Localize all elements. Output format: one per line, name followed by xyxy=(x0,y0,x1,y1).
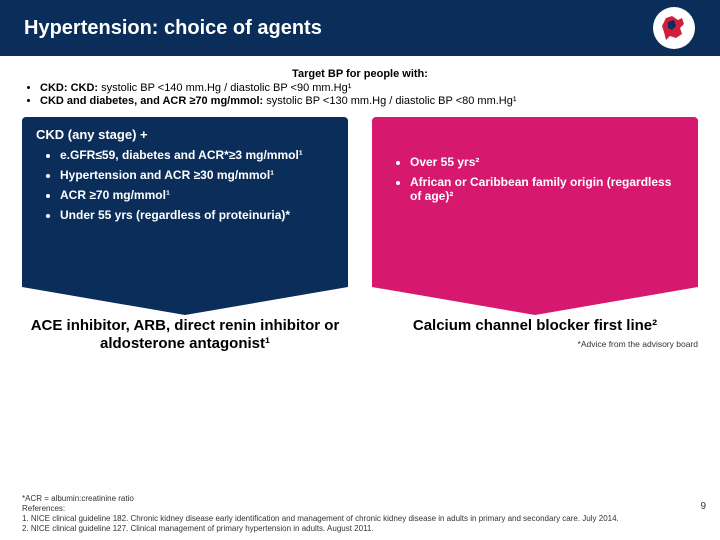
target-item: CKD and diabetes, and ACR ≥70 mg/mmol: s… xyxy=(40,95,698,107)
references-label: References: xyxy=(22,504,698,514)
left-column: CKD (any stage) + e.GFR≤59, diabetes and… xyxy=(22,117,348,353)
slide-title: Hypertension: choice of agents xyxy=(24,17,322,40)
right-bullet-list: Over 55 yrs² African or Caribbean family… xyxy=(410,155,684,203)
list-item: Over 55 yrs² xyxy=(410,155,684,169)
slide-number: 9 xyxy=(700,501,706,512)
target-item: CKD: CKD: systolic BP <140 mm.Hg / diast… xyxy=(40,82,698,94)
chevron-down-icon xyxy=(372,287,698,315)
brs-logo xyxy=(646,6,702,50)
right-column: Over 55 yrs² African or Caribbean family… xyxy=(372,117,698,353)
right-criteria-box: Over 55 yrs² African or Caribbean family… xyxy=(372,117,698,287)
acr-definition: *ACR = albumin:creatinine ratio xyxy=(22,494,698,504)
chevron-down-icon xyxy=(22,287,348,315)
list-item: African or Caribbean family origin (rega… xyxy=(410,175,684,203)
list-item: Under 55 yrs (regardless of proteinuria)… xyxy=(60,208,334,222)
slide-header: Hypertension: choice of agents xyxy=(0,0,720,56)
target-bp-section: Target BP for people with: CKD: CKD: sys… xyxy=(22,68,698,107)
left-recommendation: ACE inhibitor, ARB, direct renin inhibit… xyxy=(22,317,348,353)
left-criteria-box: CKD (any stage) + e.GFR≤59, diabetes and… xyxy=(22,117,348,287)
left-bullet-list: e.GFR≤59, diabetes and ACR*≥3 mg/mmol¹ H… xyxy=(60,148,334,222)
target-heading: Target BP for people with: xyxy=(22,68,698,80)
left-box-heading: CKD (any stage) + xyxy=(36,127,334,142)
list-item: Hypertension and ACR ≥30 mg/mmol¹ xyxy=(60,168,334,182)
target-list: CKD: CKD: systolic BP <140 mm.Hg / diast… xyxy=(40,82,698,107)
advice-note: *Advice from the advisory board xyxy=(372,339,698,349)
list-item: e.GFR≤59, diabetes and ACR*≥3 mg/mmol¹ xyxy=(60,148,334,162)
right-recommendation: Calcium channel blocker first line² xyxy=(372,317,698,335)
list-item: ACR ≥70 mg/mmol¹ xyxy=(60,188,334,202)
footnotes: *ACR = albumin:creatinine ratio Referenc… xyxy=(22,494,698,534)
reference-item: 1. NICE clinical guideline 182. Chronic … xyxy=(22,514,698,524)
reference-item: 2. NICE clinical guideline 127. Clinical… xyxy=(22,524,698,534)
